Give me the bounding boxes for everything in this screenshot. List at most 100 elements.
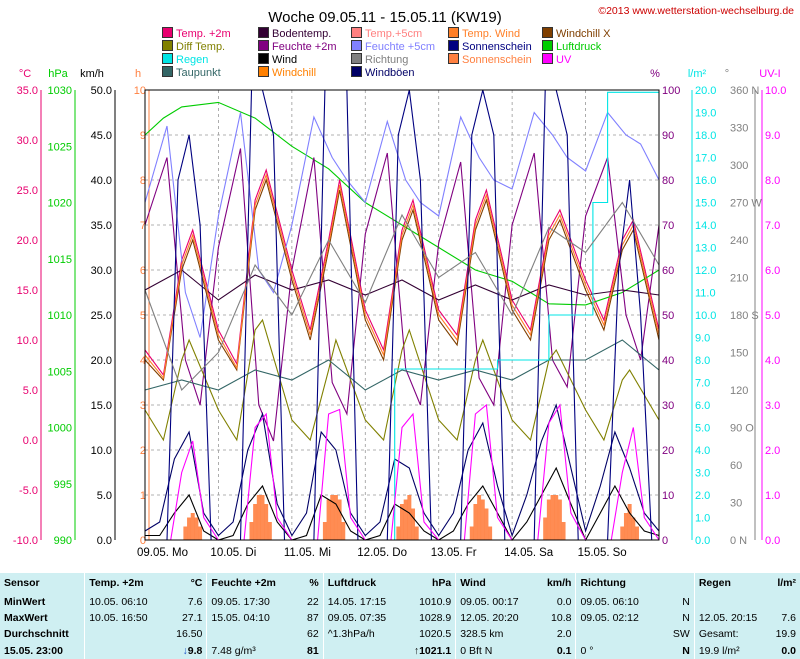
stats-cell: 62 <box>307 628 319 641</box>
series-line <box>145 91 659 541</box>
x-tick-day: Sa <box>539 547 554 559</box>
x-tick-date: 11.05. <box>284 547 315 559</box>
sunshine-bar <box>403 499 408 540</box>
legend-label: Windchill X <box>556 28 611 40</box>
axis-tick-label: 10 <box>662 490 674 502</box>
axis-tick-label: 35.0 <box>91 220 112 232</box>
stats-cell: 2.0 <box>556 628 572 641</box>
legend-label: UV <box>556 54 572 66</box>
axis-tick-label: 3 <box>140 400 146 412</box>
sunshine-bar <box>631 517 636 540</box>
sunshine-bar <box>414 526 419 540</box>
stats-header-hum: Feuchte +2m <box>206 573 294 594</box>
x-tick-day: Fr <box>466 547 477 559</box>
axis-tick-label: 2 <box>140 445 146 457</box>
axis-tick-label: 0.0 <box>97 535 112 547</box>
axis-tick-label: 17.0 <box>695 153 716 165</box>
stats-cell: 12.05. 20:20 <box>455 609 533 627</box>
axis-tick-label: 10.0 <box>765 85 786 97</box>
axis-tick-label: 30.0 <box>91 265 112 277</box>
legend-label: Taupunkt <box>176 67 221 79</box>
stats-cell: 81 <box>307 644 319 657</box>
axis-tick-label: 270 W <box>730 198 762 210</box>
stats-cell: 328.5 km <box>455 626 533 643</box>
stats-cell: 9.8 <box>187 644 203 657</box>
sunshine-bar <box>488 526 493 540</box>
axis-tick-label: 10.0 <box>695 310 716 322</box>
axis-tick-label: 20.0 <box>695 85 716 97</box>
sunshine-bar <box>326 499 331 540</box>
stats-row-min: MinWert 10.05. 06:10 7.6 09.05. 17:30 22… <box>0 593 800 610</box>
sunshine-bar <box>187 517 192 540</box>
sunshine-bar <box>557 499 562 540</box>
series-line <box>144 201 660 392</box>
legend-label: Feuchte +2m <box>272 41 337 53</box>
sunshine-bar <box>554 495 559 540</box>
legend-label: Temp. Wind <box>462 28 521 40</box>
stats-cell: N <box>682 644 690 657</box>
legend-item: Richtung <box>351 53 408 66</box>
series-line <box>144 318 660 442</box>
stats-cell: ^1.3hPa/h <box>322 626 408 643</box>
axis-tick-label: 90 <box>662 130 674 142</box>
stats-cell <box>575 626 660 643</box>
sunshine-bar <box>411 508 416 540</box>
sunshine-bar <box>484 508 489 540</box>
legend-swatch <box>162 27 173 38</box>
axis-unit-label: l/m² <box>688 68 707 80</box>
axis-tick-label: 210 <box>730 273 748 285</box>
axis-tick-label: 180 S <box>730 310 759 322</box>
axis-tick-label: 50 <box>662 310 674 322</box>
axis-tick-label: 30 <box>730 498 742 510</box>
series-line <box>144 403 660 538</box>
axis-tick-label: 13.0 <box>695 243 716 255</box>
stats-cell: 10.05. 06:10 <box>84 593 170 610</box>
stats-header-wind-unit: km/h <box>546 577 572 590</box>
stats-cell: 1020.5 <box>419 628 452 641</box>
legend-swatch <box>162 66 173 77</box>
axis-tick-label: 1025 <box>48 141 72 153</box>
legend-item: Windchill <box>258 66 316 79</box>
series-line <box>144 173 660 380</box>
legend-label: Bodentemp. <box>272 28 332 40</box>
axis-tick-label: 90 O <box>730 423 754 435</box>
legend-swatch <box>162 40 173 51</box>
axis-tick-label: 5.0 <box>23 385 38 397</box>
stats-cell: 0.0 <box>781 644 796 657</box>
weather-chart: Woche 09.05.11 - 15.05.11 (KW19) ©2013 w… <box>13 5 794 559</box>
x-axis-labels: 09.05. Mo 10.05. Di 11.05. Mi 12.05. Do 13.05. Fr… <box>137 547 627 559</box>
stats-cell: 15.05. 04:10 <box>206 609 294 627</box>
legend-item: Taupunkt <box>162 66 221 79</box>
stats-cell: 09.05. 02:12 <box>575 609 660 627</box>
axis-tick-label: 15.0 <box>91 400 112 412</box>
stats-cell <box>693 593 772 610</box>
stats-cell: 0 ° <box>575 642 660 659</box>
stats-cell: SW <box>672 628 690 641</box>
stats-cell: 1010.9 <box>419 595 452 608</box>
axis-tick-label: 1030 <box>48 85 72 97</box>
legend-swatch <box>258 27 269 38</box>
axis-tick-label: 50.0 <box>91 85 112 97</box>
axis-tick-label: 5.0 <box>765 310 780 322</box>
sunshine-bar <box>249 522 254 540</box>
axis-unit-label: °C <box>19 68 31 80</box>
stats-header-dir: Richtung <box>575 573 660 594</box>
stats-cell: 0.0 <box>556 595 572 608</box>
sunshine-bar <box>194 517 199 540</box>
stats-label: MinWert <box>4 595 46 608</box>
legend-item: Diff Temp. <box>162 40 225 53</box>
stats-cell: 12.05. 20:15 <box>693 609 772 627</box>
arrow-up-icon: ↑ <box>413 644 420 657</box>
stats-cell: 10.05. 16:50 <box>84 609 170 627</box>
axis-tick-label: 60 <box>662 265 674 277</box>
legend-label: Sonnenschein <box>462 41 532 53</box>
axis-tick-label: 35.0 <box>17 85 38 97</box>
axis-tick-label: 30 <box>662 400 674 412</box>
axis-tick-label: 5 <box>140 310 146 322</box>
axis-tick-label: 15.0 <box>695 198 716 210</box>
chart-title: Woche 09.05.11 - 15.05.11 (KW19) <box>268 9 501 26</box>
stats-cell: N <box>682 595 690 608</box>
sunshine-bar <box>550 495 555 540</box>
stats-cell: 0.1 <box>556 644 572 657</box>
x-tick-date: 09.05. <box>137 547 169 559</box>
